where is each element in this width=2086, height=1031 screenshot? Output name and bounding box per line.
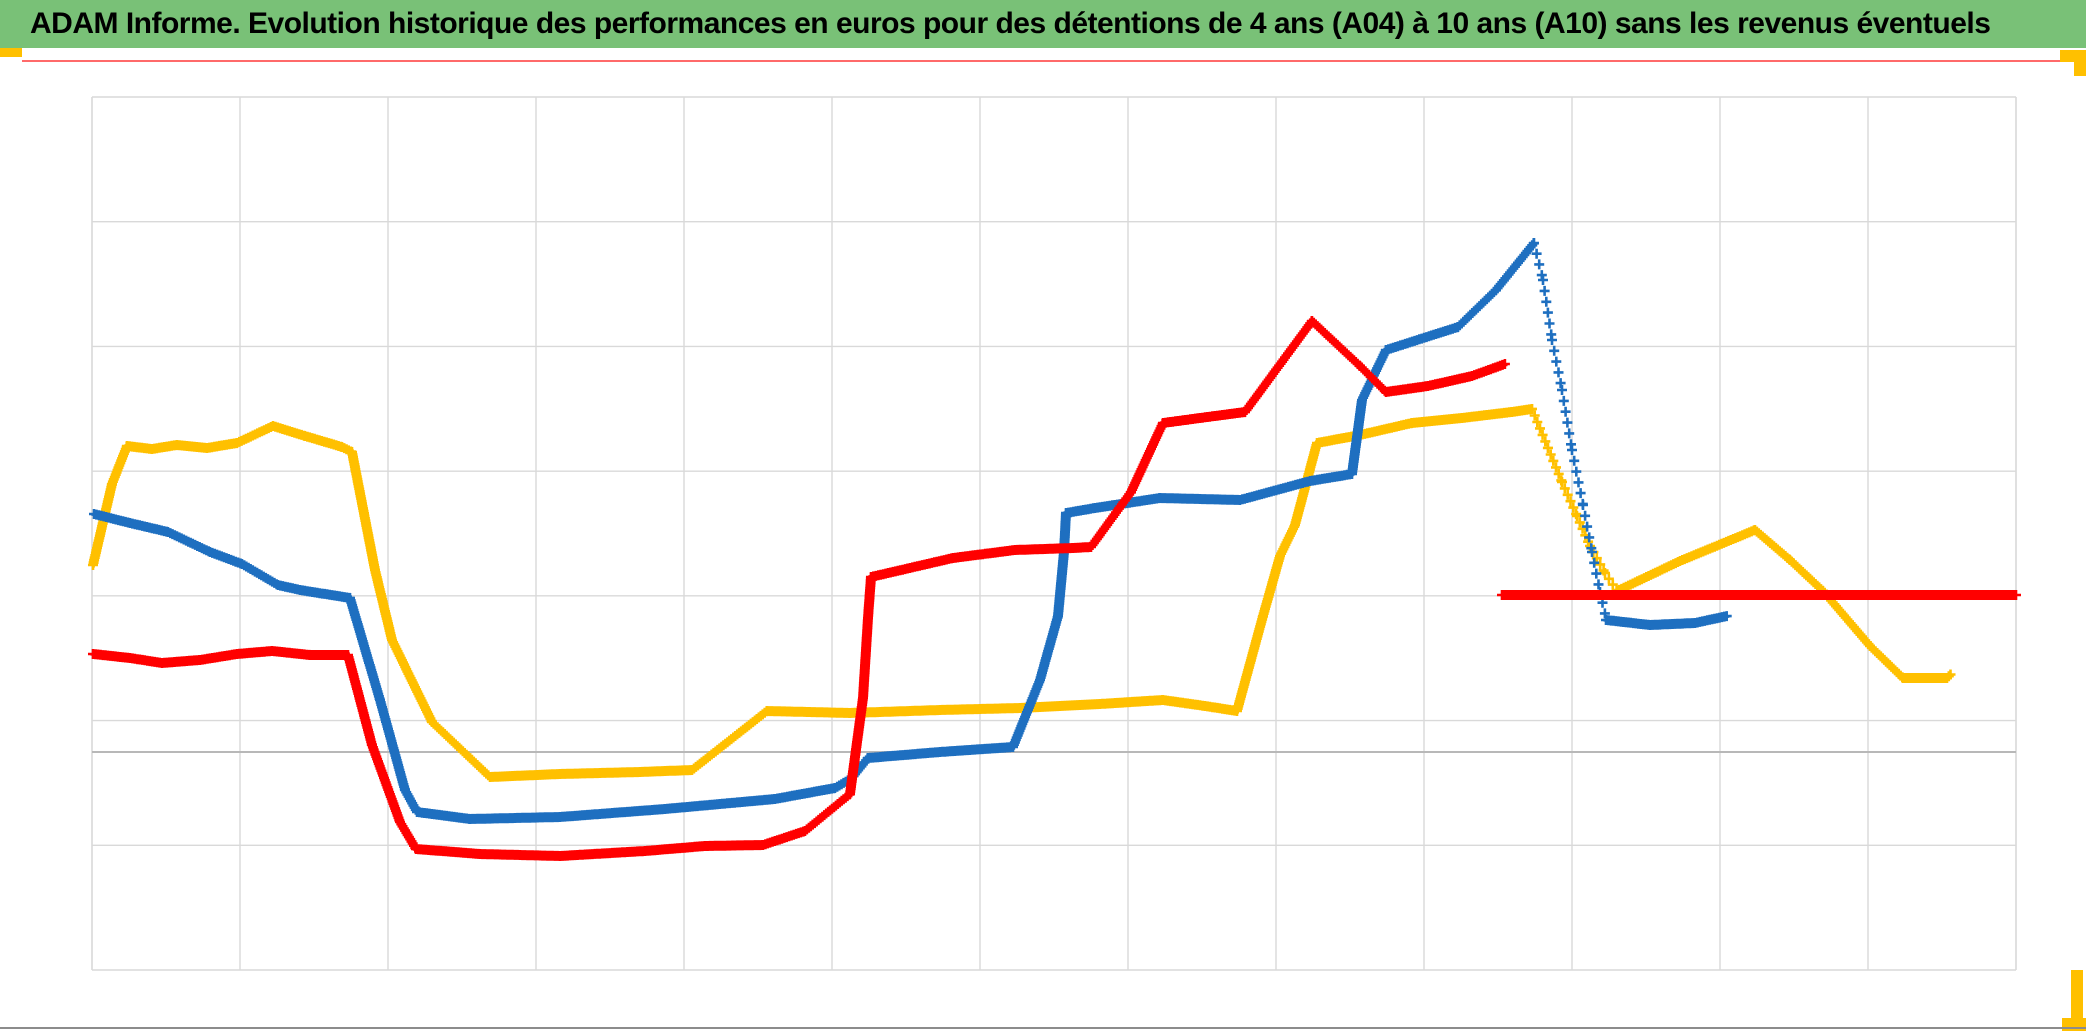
- selection-corner-top-left: [0, 48, 22, 57]
- series-gold: [1612, 525, 1956, 683]
- window-bottom-border: [0, 1027, 2086, 1029]
- series-red: [1497, 590, 2021, 600]
- selection-corner-bottom-right-v: [2071, 970, 2083, 1020]
- series-blue: [1529, 238, 1610, 619]
- series-gold: [88, 404, 1537, 782]
- series-gold: [1527, 404, 1622, 596]
- selection-corner-top-right-v: [2074, 50, 2086, 76]
- range-border-line: [22, 60, 2062, 62]
- chart-series: [88, 238, 2021, 861]
- series-red: [88, 316, 1510, 861]
- chart-gridlines: [91, 96, 2017, 971]
- series-blue: [1601, 611, 1732, 630]
- page-title: ADAM Informe. Evolution historique des p…: [30, 7, 1991, 40]
- title-bar: ADAM Informe. Evolution historique des p…: [0, 0, 2086, 48]
